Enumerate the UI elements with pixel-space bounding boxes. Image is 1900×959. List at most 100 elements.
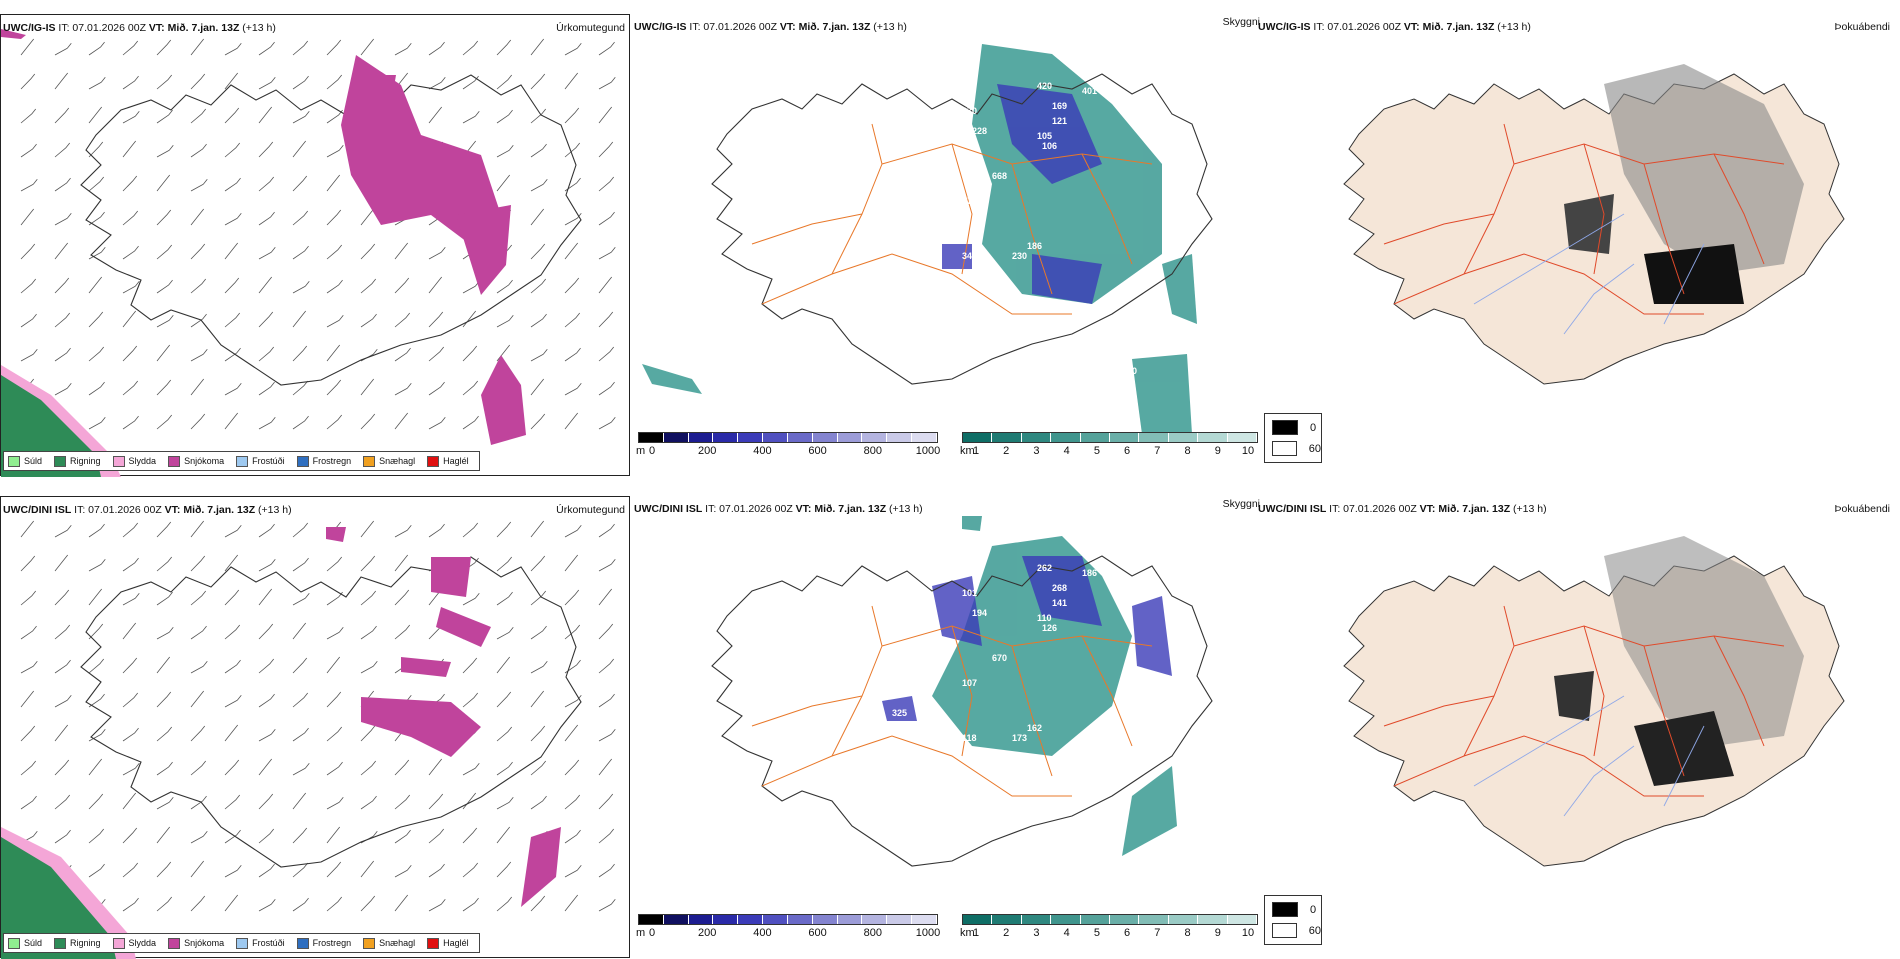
wind-barb bbox=[564, 865, 582, 878]
wind-barb bbox=[20, 73, 36, 90]
wind-barb bbox=[190, 278, 207, 294]
colorbar-cell bbox=[787, 915, 813, 924]
legend-label: Súld bbox=[24, 938, 43, 948]
ceiling-label: 107 bbox=[962, 678, 977, 688]
wind-barb bbox=[156, 414, 173, 430]
wind-barb bbox=[496, 896, 513, 912]
visibility-panel-row1: 310 274 228 668 107 340 196 230 186 106 105 121 169 4… bbox=[632, 14, 1262, 476]
wind-barb bbox=[564, 213, 582, 226]
colorbar-cell bbox=[1168, 433, 1199, 442]
ceiling-colorbar-labels: m 0 200 400 600 800 1000 bbox=[636, 445, 940, 459]
wind-barb bbox=[88, 381, 105, 396]
wind-barb bbox=[122, 657, 138, 674]
wind-barb bbox=[496, 797, 514, 810]
wind-barb bbox=[462, 692, 479, 708]
wind-barb bbox=[326, 656, 341, 674]
legend-label: Frostúði bbox=[252, 938, 285, 948]
wind-barb bbox=[394, 43, 412, 56]
ceiling-label: 121 bbox=[1052, 116, 1067, 126]
colorbar-cell bbox=[887, 915, 913, 924]
wind-barb bbox=[20, 278, 37, 294]
wind-barb bbox=[258, 247, 276, 260]
ceiling-label: 196 bbox=[982, 266, 997, 276]
wind-barb bbox=[292, 111, 310, 124]
wind-barb bbox=[394, 894, 409, 912]
wind-barb bbox=[598, 381, 615, 396]
wind-barb bbox=[292, 522, 309, 538]
ceiling-label: 173 bbox=[1012, 733, 1027, 743]
rain-area bbox=[1, 827, 136, 959]
wind-barb bbox=[190, 313, 207, 328]
wind-barb bbox=[326, 414, 343, 430]
wind-barb bbox=[326, 39, 342, 56]
wind-barb bbox=[190, 760, 207, 776]
wind-barb bbox=[88, 346, 105, 362]
wind-barb bbox=[20, 243, 36, 260]
wind-barb bbox=[190, 143, 207, 158]
wind-barb bbox=[394, 412, 409, 430]
colorbar-cell bbox=[1198, 433, 1228, 442]
precip-legend-item: Snjókoma bbox=[168, 937, 224, 949]
road-line bbox=[1583, 143, 1605, 275]
wind-barb bbox=[462, 897, 479, 912]
wind-barb bbox=[394, 865, 412, 878]
wind-barb bbox=[360, 555, 376, 572]
wind-barb bbox=[54, 107, 70, 124]
wind-barb bbox=[598, 863, 615, 878]
wind-barb bbox=[530, 590, 547, 606]
wind-barb bbox=[292, 557, 309, 572]
colorbar-tick: 200 bbox=[698, 927, 717, 939]
wind-barb bbox=[564, 894, 579, 912]
wind-barb bbox=[224, 277, 240, 294]
precip-type-map bbox=[1, 29, 616, 477]
colorbar-cell bbox=[688, 915, 714, 924]
wind-barb bbox=[258, 758, 273, 776]
visibility-colorbar: km 1 2 3 4 5 6 7 8 9 10 bbox=[960, 432, 1258, 466]
wind-barb bbox=[564, 383, 582, 396]
wind-barb bbox=[122, 862, 139, 878]
wind-barb bbox=[326, 797, 344, 810]
wind-barb bbox=[564, 554, 579, 572]
wind-barb bbox=[598, 211, 615, 226]
wind-barb bbox=[258, 828, 275, 844]
precip-legend-item: Haglél bbox=[427, 937, 469, 949]
precip-legend: Súld Rigning Slydda Snjókoma Frostúði Frostre… bbox=[3, 451, 480, 471]
wind-barb bbox=[326, 861, 342, 878]
wind-barb bbox=[88, 311, 104, 328]
colorbar-cell bbox=[713, 433, 739, 442]
ceiling-label: 274 bbox=[962, 196, 977, 206]
wind-barb bbox=[156, 279, 173, 294]
fog-swatch-high bbox=[1272, 441, 1297, 456]
wind-barb bbox=[224, 589, 240, 606]
wind-barb bbox=[530, 760, 547, 776]
colorbar-tick: 6 bbox=[1124, 445, 1131, 457]
wind-barb bbox=[54, 829, 71, 844]
wind-barb bbox=[20, 725, 36, 742]
ceiling-label: 230 bbox=[1012, 251, 1027, 261]
road-line bbox=[1463, 605, 1515, 757]
wind-barb bbox=[190, 895, 206, 912]
colorbar-tick: 4 bbox=[1063, 445, 1070, 457]
wind-barb bbox=[258, 623, 274, 640]
colorbar-tick: 200 bbox=[698, 445, 717, 457]
wind-barb bbox=[598, 276, 613, 294]
road-line bbox=[1713, 153, 1765, 265]
wind-barb bbox=[394, 277, 410, 294]
wind-barb bbox=[564, 659, 581, 674]
wind-barb bbox=[190, 625, 207, 640]
wind-barb bbox=[20, 555, 36, 572]
rivers bbox=[1473, 213, 1705, 335]
ceiling-label: 105 bbox=[1037, 131, 1052, 141]
wind-barb bbox=[122, 140, 137, 158]
fog-index-map bbox=[1343, 536, 1845, 867]
wind-barb bbox=[360, 661, 378, 674]
road-line bbox=[761, 253, 1072, 315]
colorbar-cell bbox=[1080, 915, 1111, 924]
wind-barb bbox=[258, 863, 275, 878]
wind-barb bbox=[598, 41, 615, 56]
colorbar-cell bbox=[862, 433, 888, 442]
colorbar-cell bbox=[787, 433, 813, 442]
visibility-colorbar-strip bbox=[962, 914, 1258, 925]
panel-header: UWC/IG-IS IT: 07.01.2026 00Z VT: Mið. 7.… bbox=[634, 21, 907, 33]
